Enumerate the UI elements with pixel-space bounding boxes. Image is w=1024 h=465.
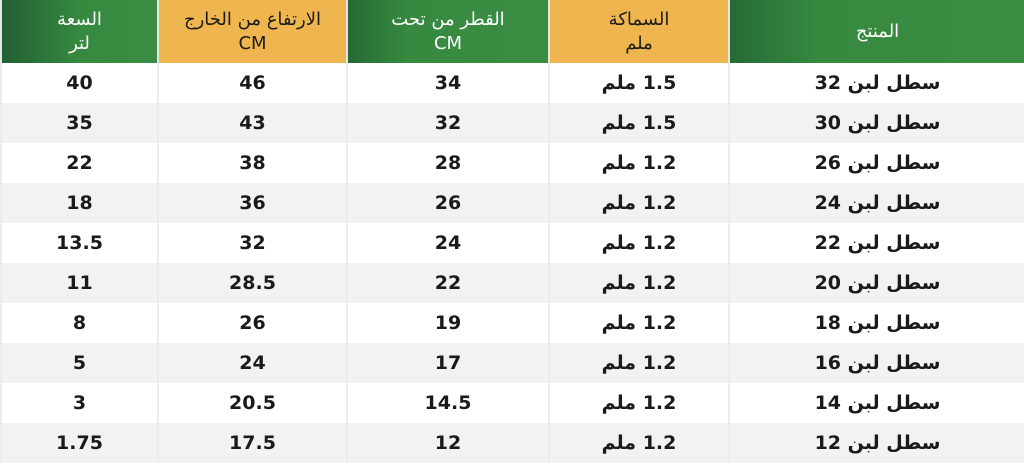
- header-label: السعة: [57, 8, 102, 30]
- table-row: سطل لبن 20 1.2 ملم 22 28.5 11: [0, 263, 1024, 303]
- cell-bottom-diameter: 32: [346, 103, 549, 143]
- table-row: سطل لبن 24 1.2 ملم 26 36 18: [0, 183, 1024, 223]
- cell-thickness: 1.5 ملم: [548, 63, 729, 103]
- cell-product: سطل لبن 14: [728, 383, 1024, 423]
- cell-capacity: 22: [0, 143, 158, 183]
- header-unit: لتر: [69, 32, 90, 54]
- cell-thickness: 1.2 ملم: [548, 223, 729, 263]
- header-label: السماكة: [608, 8, 670, 30]
- cell-product: سطل لبن 12: [728, 423, 1024, 463]
- cell-bottom-diameter: 22: [346, 263, 549, 303]
- header-unit: CM: [238, 32, 267, 54]
- cell-thickness: 1.2 ملم: [548, 263, 729, 303]
- cell-product: سطل لبن 22: [728, 223, 1024, 263]
- header-row: المنتج السماكة ملم القطر من تحت CM الارتفا…: [0, 0, 1024, 63]
- cell-bottom-diameter: 28: [346, 143, 549, 183]
- header-label: القطر من تحت: [391, 8, 505, 30]
- cell-thickness: 1.2 ملم: [548, 143, 729, 183]
- cell-thickness: 1.2 ملم: [548, 423, 729, 463]
- cell-product: سطل لبن 18: [728, 303, 1024, 343]
- cell-capacity: 5: [0, 343, 158, 383]
- cell-bottom-diameter: 24: [346, 223, 549, 263]
- cell-outer-height: 36: [157, 183, 347, 223]
- cell-product: سطل لبن 26: [728, 143, 1024, 183]
- cell-outer-height: 46: [157, 63, 347, 103]
- cell-thickness: 1.5 ملم: [548, 103, 729, 143]
- table-row: سطل لبن 22 1.2 ملم 24 32 13.5: [0, 223, 1024, 263]
- cell-bottom-diameter: 19: [346, 303, 549, 343]
- table-row: سطل لبن 16 1.2 ملم 17 24 5: [0, 343, 1024, 383]
- table-row: سطل لبن 26 1.2 ملم 28 38 22: [0, 143, 1024, 183]
- header-thickness: السماكة ملم: [548, 0, 729, 63]
- table-row: سطل لبن 14 1.2 ملم 14.5 20.5 3: [0, 383, 1024, 423]
- cell-outer-height: 20.5: [157, 383, 347, 423]
- cell-thickness: 1.2 ملم: [548, 303, 729, 343]
- cell-product: سطل لبن 30: [728, 103, 1024, 143]
- header-outer-height: الارتفاع من الخارج CM: [157, 0, 347, 63]
- cell-bottom-diameter: 14.5: [346, 383, 549, 423]
- cell-bottom-diameter: 34: [346, 63, 549, 103]
- cell-product: سطل لبن 24: [728, 183, 1024, 223]
- cell-product: سطل لبن 20: [728, 263, 1024, 303]
- header-label: المنتج: [855, 20, 900, 42]
- cell-product: سطل لبن 32: [728, 63, 1024, 103]
- cell-bottom-diameter: 12: [346, 423, 549, 463]
- cell-thickness: 1.2 ملم: [548, 343, 729, 383]
- header-product: المنتج: [728, 0, 1024, 63]
- cell-outer-height: 26: [157, 303, 347, 343]
- cell-capacity: 40: [0, 63, 158, 103]
- header-label: الارتفاع من الخارج: [184, 8, 321, 30]
- header-unit: ملم: [625, 32, 653, 54]
- cell-outer-height: 24: [157, 343, 347, 383]
- cell-capacity: 18: [0, 183, 158, 223]
- table-row: سطل لبن 30 1.5 ملم 32 43 35: [0, 103, 1024, 143]
- cell-outer-height: 28.5: [157, 263, 347, 303]
- cell-outer-height: 38: [157, 143, 347, 183]
- cell-outer-height: 32: [157, 223, 347, 263]
- cell-thickness: 1.2 ملم: [548, 183, 729, 223]
- table-row: سطل لبن 32 1.5 ملم 34 46 40: [0, 63, 1024, 103]
- cell-capacity: 3: [0, 383, 158, 423]
- cell-product: سطل لبن 16: [728, 343, 1024, 383]
- cell-thickness: 1.2 ملم: [548, 383, 729, 423]
- cell-capacity: 13.5: [0, 223, 158, 263]
- cell-capacity: 8: [0, 303, 158, 343]
- table-row: سطل لبن 12 1.2 ملم 12 17.5 1.75: [0, 423, 1024, 463]
- cell-capacity: 11: [0, 263, 158, 303]
- cell-outer-height: 17.5: [157, 423, 347, 463]
- cell-bottom-diameter: 26: [346, 183, 549, 223]
- header-unit: CM: [433, 32, 463, 54]
- cell-capacity: 1.75: [0, 423, 158, 463]
- header-bottom-diameter: القطر من تحت CM: [346, 0, 549, 63]
- header-capacity: السعة لتر: [0, 0, 158, 63]
- table-row: سطل لبن 18 1.2 ملم 19 26 8: [0, 303, 1024, 343]
- cell-capacity: 35: [0, 103, 158, 143]
- cell-bottom-diameter: 17: [346, 343, 549, 383]
- cell-outer-height: 43: [157, 103, 347, 143]
